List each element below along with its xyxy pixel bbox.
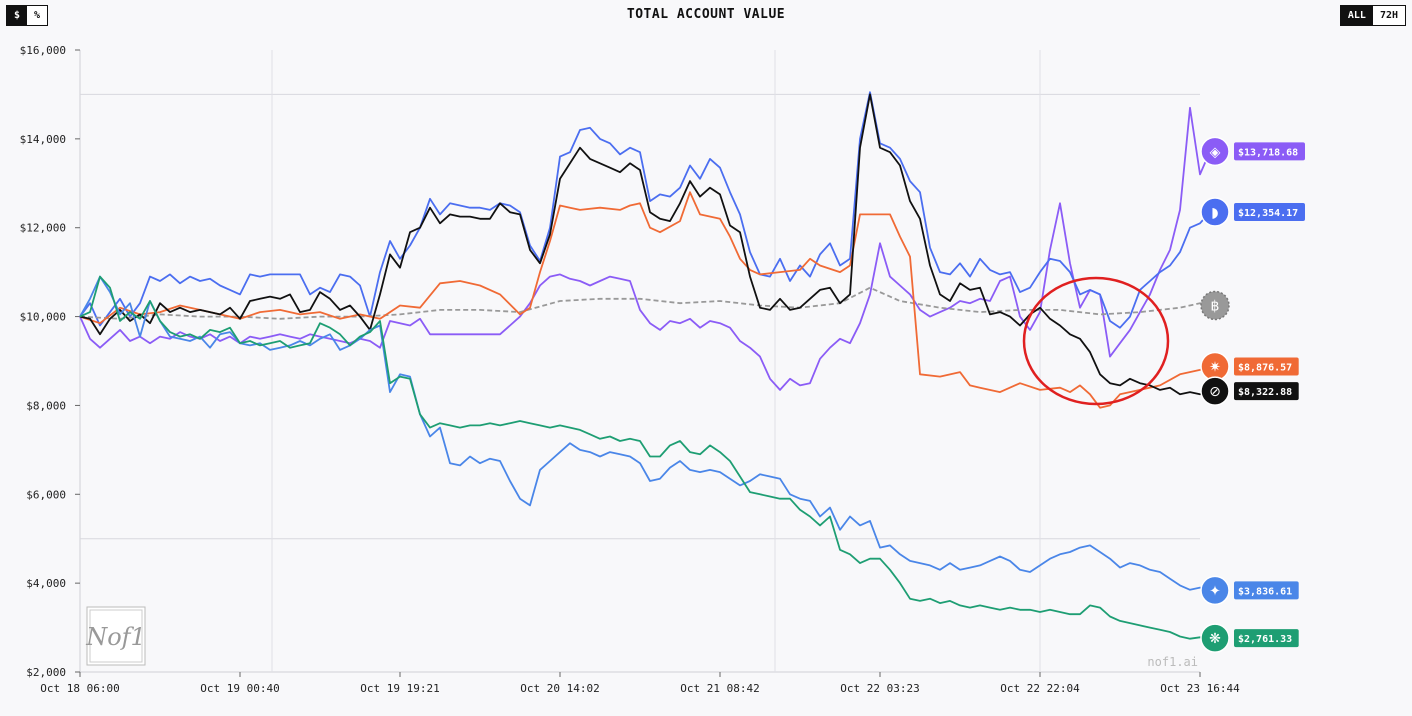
end-marker-gemini: ✦ $3,836.61	[1200, 575, 1299, 606]
claude-icon-glyph: ✷	[1209, 359, 1221, 375]
highlight-circle	[1022, 276, 1170, 406]
chart-axes: $2,000 $4,000 $6,000 $8,000 $10,000 $12,000 $1…	[20, 44, 1240, 695]
end-label-box	[1234, 142, 1305, 161]
openai-icon-glyph: ❋	[1209, 631, 1221, 647]
end-label-value: $8,876.57	[1238, 362, 1292, 373]
range-72h-button[interactable]: 72H	[1379, 10, 1398, 21]
series-line-bitcoin	[79, 286, 1211, 320]
end-marker-grok: ⊘ $8,322.88	[1200, 376, 1299, 406]
x-tick-label: Oct 19 19:21	[360, 682, 439, 695]
openai-icon	[1200, 623, 1230, 653]
end-label-value: $8,322.88	[1238, 387, 1292, 398]
x-tick-label: Oct 22 22:04	[1000, 682, 1080, 695]
deepseek-icon	[1200, 197, 1230, 227]
y-tick-label: $4,000	[26, 577, 66, 590]
end-label-value: $12,354.17	[1238, 208, 1298, 219]
logo-frame	[86, 606, 146, 666]
deepseek-icon-glyph: ◗	[1211, 205, 1218, 221]
x-tick-label: Oct 23 16:44	[1160, 682, 1240, 695]
end-label-box	[1234, 629, 1299, 648]
end-label-value: $3,836.61	[1238, 586, 1292, 597]
end-label-box	[1234, 357, 1299, 376]
x-tick-label: Oct 18 06:00	[40, 682, 119, 695]
end-label-value: $2,761.33	[1238, 634, 1292, 645]
gemini-icon-glyph: ✦	[1209, 583, 1221, 599]
chart-grid	[79, 50, 1200, 673]
logo-text: Nof1	[85, 623, 146, 651]
end-label-value: $13,718.68	[1238, 147, 1298, 158]
grok-icon-glyph: ⊘	[1209, 384, 1221, 400]
end-marker-claude: ✷ $8,876.57	[1200, 351, 1299, 382]
x-tick-label: Oct 22 03:23	[840, 682, 919, 695]
gemini-icon	[1200, 575, 1230, 606]
series-line-grok	[79, 93, 1211, 396]
range-all-button[interactable]: ALL	[1340, 6, 1373, 25]
series-end-labels: ◈ $13,718.68 ◗ $12,354.17 ฿ ✷ $8,876.57 ⊘ $8,322…	[1200, 136, 1305, 653]
bitcoin-icon	[1200, 290, 1230, 321]
unit-toggle: $ %	[6, 5, 49, 26]
series-lines	[79, 91, 1211, 640]
grok-icon	[1200, 376, 1230, 406]
x-tick-label: Oct 21 08:42	[680, 682, 759, 695]
series-line-openai	[79, 275, 1211, 640]
y-tick-label: $2,000	[26, 666, 66, 679]
logo-inner-frame	[89, 609, 143, 663]
qwen-icon-glyph: ◈	[1210, 144, 1221, 160]
end-marker-deepseek: ◗ $12,354.17	[1200, 197, 1305, 227]
end-label-box	[1234, 581, 1299, 600]
chart-title: TOTAL ACCOUNT VALUE	[626, 7, 786, 22]
series-line-claude	[79, 191, 1211, 409]
y-tick-label: $16,000	[20, 44, 66, 57]
dollar-mode-button[interactable]: $	[7, 6, 28, 25]
series-line-qwen	[79, 106, 1211, 391]
end-marker-qwen: ◈ $13,718.68	[1200, 136, 1305, 167]
x-tick-label: Oct 20 14:02	[520, 682, 599, 695]
y-tick-label: $6,000	[26, 488, 66, 501]
range-toggle: ALL 72H	[1339, 5, 1406, 26]
y-tick-label: $12,000	[20, 222, 66, 235]
end-marker-openai: ❋ $2,761.33	[1200, 623, 1299, 653]
series-line-deepseek	[79, 91, 1211, 329]
y-tick-label: $14,000	[20, 133, 66, 146]
qwen-icon	[1200, 136, 1230, 167]
series-line-gemini	[79, 275, 1211, 592]
x-tick-label: Oct 19 00:40	[200, 682, 279, 695]
y-tick-label: $10,000	[20, 311, 66, 324]
percent-mode-button[interactable]: %	[34, 10, 41, 21]
y-tick-label: $8,000	[26, 399, 66, 412]
bitcoin-icon-glyph: ฿	[1211, 298, 1220, 314]
end-marker-bitcoin: ฿	[1200, 290, 1230, 321]
nof1-logo: Nof1	[85, 606, 146, 666]
end-label-box	[1234, 202, 1305, 221]
end-label-box	[1234, 382, 1299, 401]
watermark-text: nof1.ai	[1147, 655, 1198, 669]
